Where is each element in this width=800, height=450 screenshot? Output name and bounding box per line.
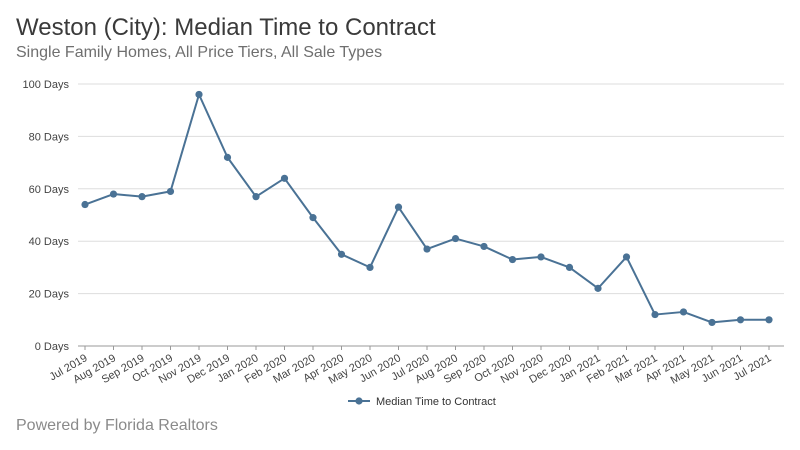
y-tick-label: 60 Days bbox=[29, 184, 70, 196]
data-point bbox=[223, 153, 232, 161]
legend-label: Median Time to Contract bbox=[376, 396, 496, 408]
chart-subtitle: Single Family Homes, All Price Tiers, Al… bbox=[16, 44, 383, 61]
data-point bbox=[451, 234, 460, 243]
data-point bbox=[366, 263, 374, 271]
data-point bbox=[565, 263, 574, 271]
data-point bbox=[166, 187, 175, 196]
data-point bbox=[109, 190, 118, 198]
y-tick-label: 0 Days bbox=[35, 341, 70, 353]
data-point bbox=[594, 284, 602, 292]
data-point bbox=[138, 193, 146, 201]
y-tick-label: 100 Days bbox=[23, 79, 70, 91]
gridlines bbox=[78, 83, 784, 347]
data-point bbox=[651, 310, 659, 319]
legend-marker bbox=[355, 397, 363, 405]
data-point bbox=[537, 253, 545, 261]
chart-title: Weston (City): Median Time to Contract bbox=[16, 14, 436, 41]
legend: Median Time to Contract bbox=[348, 396, 496, 408]
y-axis: 0 Days 20 Days 40 Days 60 Days 80 Days 100 Da… bbox=[23, 79, 70, 353]
y-tick-label: 20 Days bbox=[29, 289, 70, 301]
data-point bbox=[679, 308, 688, 316]
data-point bbox=[81, 200, 89, 209]
data-point bbox=[622, 253, 631, 261]
data-point bbox=[480, 242, 488, 251]
series-line bbox=[84, 93, 769, 324]
data-point bbox=[708, 318, 716, 327]
data-point bbox=[394, 203, 403, 211]
data-point bbox=[195, 90, 203, 99]
y-tick-label: 80 Days bbox=[29, 131, 70, 143]
data-point bbox=[423, 245, 431, 253]
y-tick-label: 40 Days bbox=[29, 236, 70, 248]
data-point bbox=[337, 250, 346, 258]
data-point bbox=[765, 316, 773, 324]
powered-by-text: Powered by Florida Realtors bbox=[16, 417, 218, 434]
data-point bbox=[508, 255, 517, 264]
series-layer bbox=[81, 90, 773, 327]
data-point bbox=[309, 214, 317, 222]
data-point bbox=[736, 316, 745, 324]
data-point bbox=[280, 174, 289, 182]
data-point bbox=[252, 193, 260, 201]
